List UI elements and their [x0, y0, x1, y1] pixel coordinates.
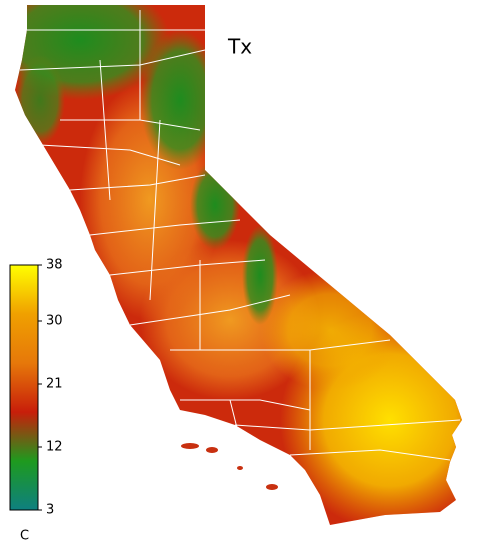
colorbar-unit: C: [20, 529, 29, 544]
islands: [181, 443, 278, 490]
colorbar-tick-label: 3: [46, 503, 54, 518]
colorbar: [9, 264, 39, 511]
county-lines: [19, 10, 461, 461]
colorbar-tick-label: 12: [46, 440, 63, 455]
colorbar-tick-label: 30: [46, 314, 63, 329]
colorbar-tick-label: 38: [46, 258, 63, 273]
map-title: Tx: [227, 35, 252, 59]
colorbar-tick-label: 21: [46, 377, 63, 392]
